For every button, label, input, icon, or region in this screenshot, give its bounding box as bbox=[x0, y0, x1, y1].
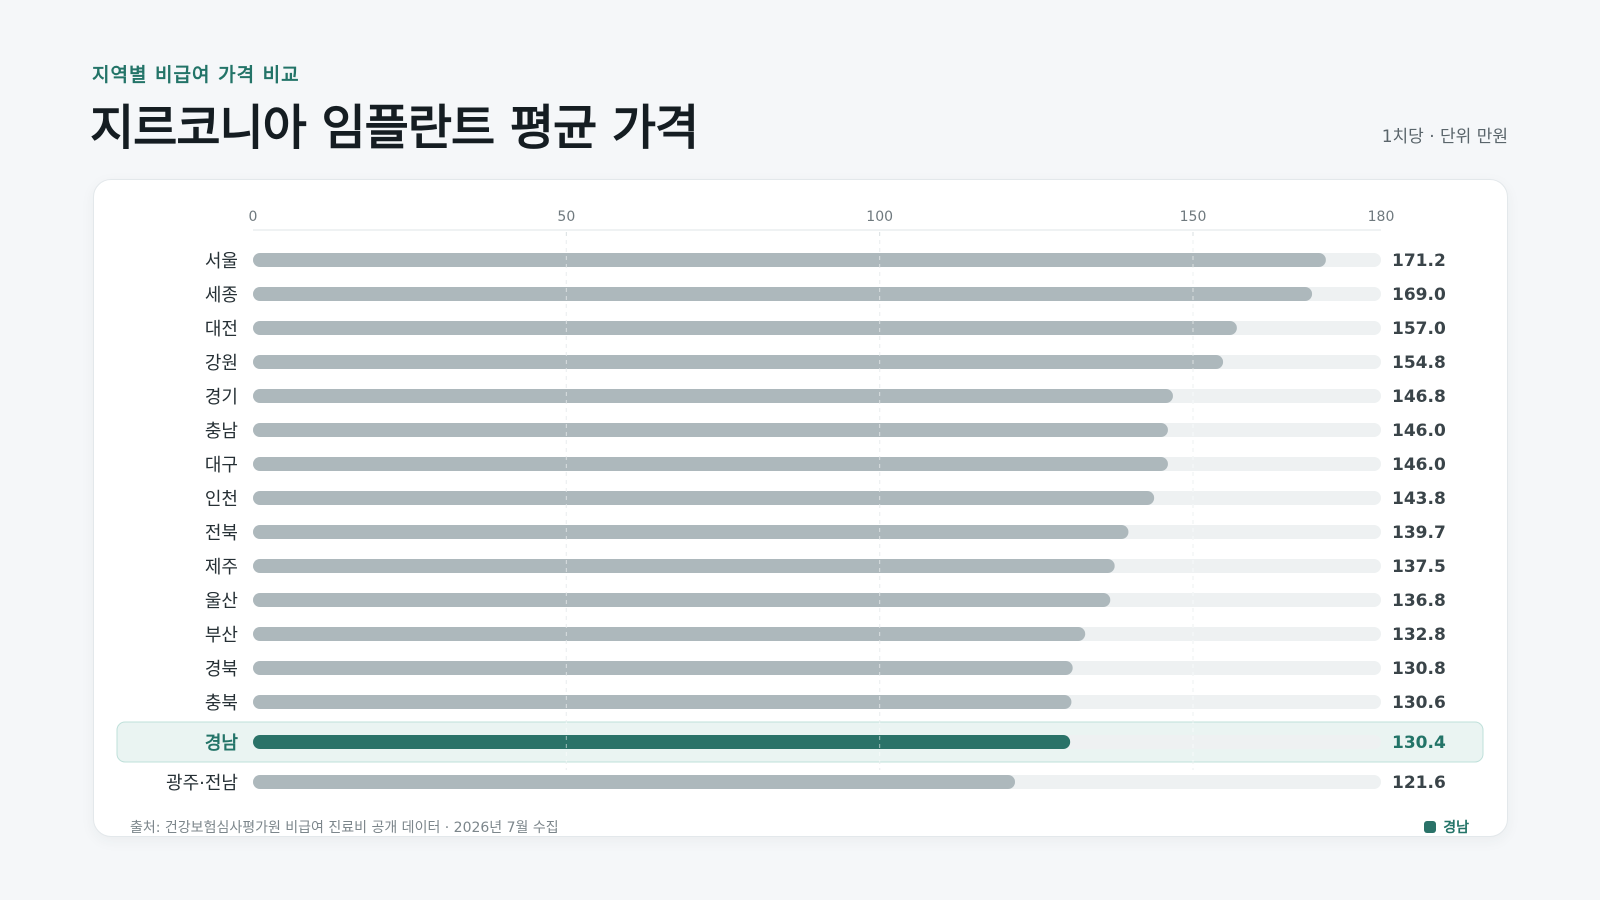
value-label: 146.0 bbox=[1392, 421, 1446, 441]
unit-label: 1치당 · 단위 만원 bbox=[1381, 127, 1508, 147]
chart-kicker: 지역별 비급여 가격 비교 bbox=[92, 64, 300, 86]
category-label: 인천 bbox=[205, 489, 238, 510]
category-label: 대구 bbox=[205, 455, 238, 476]
bar bbox=[253, 423, 1168, 437]
value-label: 130.8 bbox=[1392, 659, 1446, 679]
bar bbox=[253, 661, 1073, 675]
value-label: 169.0 bbox=[1392, 285, 1446, 305]
x-tick-label-100: 100 bbox=[866, 209, 893, 225]
category-label: 서울 bbox=[205, 251, 238, 272]
category-label: 부산 bbox=[205, 625, 238, 646]
category-label: 충북 bbox=[205, 693, 238, 714]
page-title: 지르코니아 임플란트 평균 가격 bbox=[90, 100, 699, 156]
bar bbox=[253, 593, 1111, 607]
value-label: 157.0 bbox=[1392, 319, 1446, 339]
bar bbox=[253, 321, 1237, 335]
value-label: 139.7 bbox=[1392, 523, 1446, 543]
value-label: 136.8 bbox=[1392, 591, 1446, 611]
category-label: 경북 bbox=[205, 659, 238, 680]
category-label: 강원 bbox=[205, 353, 238, 374]
category-label: 대전 bbox=[205, 319, 238, 340]
bar bbox=[253, 287, 1313, 301]
value-label: 143.8 bbox=[1392, 489, 1446, 509]
value-label: 171.2 bbox=[1392, 251, 1446, 271]
legend-label: 경남 bbox=[1443, 820, 1469, 836]
value-label: 137.5 bbox=[1392, 557, 1446, 577]
bar bbox=[253, 559, 1115, 573]
bar bbox=[253, 775, 1016, 789]
bar bbox=[253, 695, 1072, 709]
legend-swatch bbox=[1424, 821, 1437, 833]
bar bbox=[253, 389, 1173, 403]
category-label: 경남 bbox=[205, 733, 239, 754]
bar bbox=[253, 355, 1224, 369]
value-label: 132.8 bbox=[1392, 625, 1446, 645]
value-label: 154.8 bbox=[1392, 353, 1446, 373]
category-label: 충남 bbox=[205, 421, 238, 442]
value-label: 130.6 bbox=[1392, 693, 1446, 713]
bar bbox=[253, 525, 1129, 539]
category-label: 울산 bbox=[205, 591, 238, 612]
bar bbox=[253, 627, 1086, 641]
bar bbox=[253, 253, 1326, 267]
category-label: 광주·전남 bbox=[166, 773, 238, 794]
value-label: 146.0 bbox=[1392, 455, 1446, 475]
bar bbox=[253, 491, 1155, 505]
category-label: 전북 bbox=[205, 523, 238, 544]
value-label: 121.6 bbox=[1392, 773, 1446, 793]
source-note: 출처: 건강보험심사평가원 비급여 진료비 공개 데이터 · 2026년 7월 … bbox=[130, 820, 559, 836]
x-tick-label-150: 150 bbox=[1180, 209, 1207, 225]
value-label: 146.8 bbox=[1392, 387, 1446, 407]
legend: 경남 bbox=[1424, 817, 1469, 837]
bar bbox=[253, 457, 1168, 471]
category-label: 세종 bbox=[205, 285, 238, 306]
bar bbox=[253, 735, 1071, 749]
x-tick-label-0: 0 bbox=[249, 209, 258, 225]
category-label: 경기 bbox=[205, 387, 238, 408]
x-tick-label-180: 180 bbox=[1368, 209, 1395, 225]
category-label: 제주 bbox=[205, 557, 238, 578]
x-tick-label-50: 50 bbox=[557, 209, 575, 225]
value-label: 130.4 bbox=[1392, 733, 1446, 753]
